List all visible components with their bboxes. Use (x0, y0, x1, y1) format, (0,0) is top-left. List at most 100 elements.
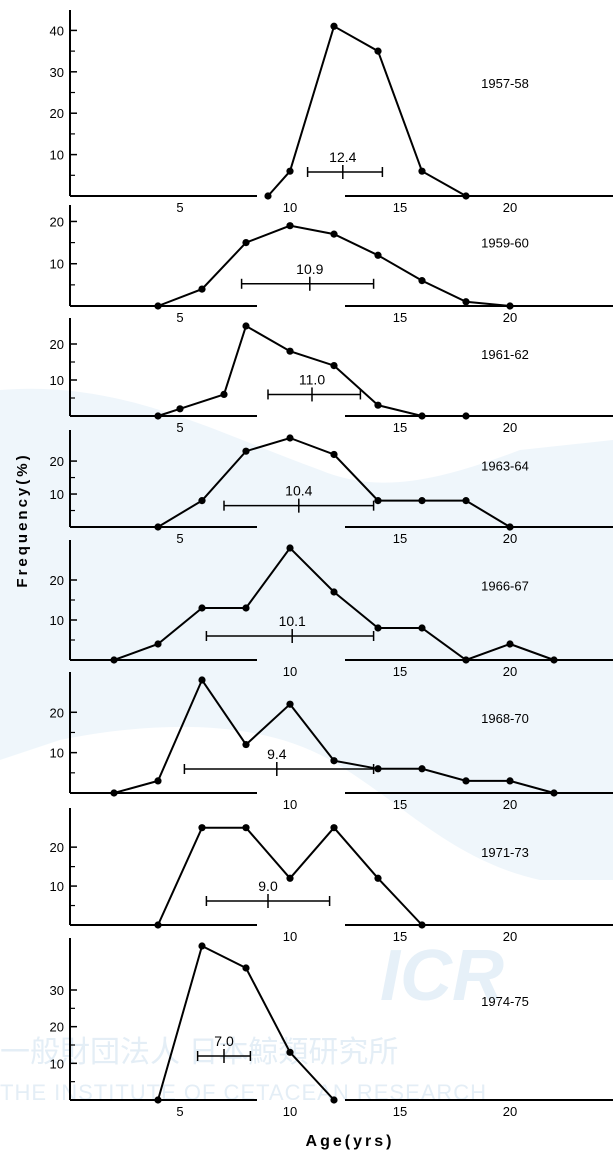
watermark-japanese-text: 一般財団法人 日本鯨類研究所 (0, 1036, 398, 1069)
data-point (374, 497, 382, 505)
data-point (110, 656, 118, 664)
x-tick-label: 15 (393, 929, 407, 944)
data-point (330, 757, 338, 765)
data-point (242, 604, 250, 612)
data-point (242, 447, 250, 455)
y-tick-label: 10 (50, 487, 64, 502)
x-tick-label: 20 (503, 531, 517, 546)
data-point (242, 322, 250, 330)
data-point (374, 251, 382, 259)
data-point (154, 302, 162, 310)
x-tick-label: 5 (176, 200, 183, 215)
x-tick-label: 15 (393, 420, 407, 435)
mean-label: 9.4 (267, 746, 287, 762)
y-tick-label: 10 (50, 746, 64, 761)
period-label: 1966-67 (481, 578, 529, 593)
period-label: 1971-73 (481, 845, 529, 860)
data-point (286, 167, 294, 175)
y-tick-label: 10 (50, 373, 64, 388)
panel-1957-58: 10 20 30 40 5 10 15 20 12.4 1957-58 (50, 10, 613, 215)
x-tick-label: 20 (503, 797, 517, 812)
series-line (157, 224, 511, 307)
data-point (506, 523, 514, 531)
panel-1974-75: 10 20 30 5 10 15 20 7.0 1974-75 (50, 938, 613, 1119)
data-point (286, 1048, 294, 1056)
data-point (110, 789, 118, 797)
x-tick-label: 20 (503, 1104, 517, 1119)
x-tick-label: 15 (393, 797, 407, 812)
data-point (154, 1096, 162, 1104)
y-tick-label: 10 (50, 879, 64, 894)
x-tick-label: 5 (176, 531, 183, 546)
x-tick-label: 20 (503, 664, 517, 679)
mean-label: 10.1 (279, 613, 306, 629)
data-point (506, 640, 514, 648)
mean-label: 11.0 (299, 371, 325, 387)
data-point (242, 238, 250, 247)
mean-label: 12.4 (329, 149, 356, 165)
data-point (286, 544, 294, 552)
y-tick-label: 20 (50, 106, 64, 121)
panel-1959-60: 10 20 5 15 20 10.9 1959-60 (50, 205, 613, 325)
y-axis-label: Frequency(%) (14, 452, 31, 587)
data-point (462, 777, 470, 785)
data-point (506, 777, 514, 785)
panel-1966-67: 10 20 10 15 20 10.1 1966-67 (50, 540, 613, 679)
mean-label: 10.4 (285, 483, 312, 499)
y-tick-label: 20 (50, 705, 64, 720)
y-tick-label: 10 (50, 1056, 64, 1071)
data-point (286, 434, 294, 442)
data-point (330, 588, 338, 596)
data-point (418, 765, 426, 773)
x-tick-label: 15 (393, 664, 407, 679)
data-point (154, 640, 162, 648)
y-tick-label: 10 (50, 613, 64, 628)
data-point (154, 523, 162, 531)
data-point (330, 450, 338, 459)
x-tick-label: 10 (283, 664, 297, 679)
data-point (330, 1096, 338, 1104)
x-tick-label: 20 (503, 310, 517, 325)
panel-1971-73: 10 20 10 15 20 9.0 1971-73 (50, 808, 613, 944)
x-tick-label: 5 (176, 1104, 183, 1119)
data-point (418, 412, 426, 420)
y-tick-label: 40 (50, 23, 64, 38)
data-point (506, 302, 514, 310)
x-tick-label: 5 (176, 420, 183, 435)
y-tick-label: 20 (50, 840, 64, 855)
data-point (374, 624, 382, 632)
data-point (220, 390, 228, 398)
data-point (374, 765, 382, 773)
period-label: 1968-70 (481, 711, 529, 726)
series-line (267, 24, 467, 197)
data-point (154, 412, 162, 420)
x-tick-label: 20 (503, 200, 517, 215)
data-point (154, 777, 162, 785)
y-tick-label: 10 (50, 148, 64, 163)
data-point (330, 230, 338, 238)
x-tick-label: 15 (393, 310, 407, 325)
y-tick-label: 20 (50, 454, 64, 469)
x-axis-label: Age(yrs) (306, 1133, 395, 1150)
data-point (242, 740, 250, 749)
data-point (154, 921, 162, 929)
data-point (374, 401, 382, 409)
data-point (264, 192, 272, 200)
panel-1968-70: 10 20 10 15 20 9.4 1968-70 (50, 672, 613, 812)
data-point (242, 964, 250, 972)
y-tick-label: 20 (50, 214, 64, 229)
data-point (286, 700, 294, 708)
x-tick-label: 15 (393, 531, 407, 546)
y-tick-label: 20 (50, 337, 64, 352)
period-label: 1961-62 (481, 347, 529, 362)
data-point (330, 22, 338, 30)
data-point (550, 789, 558, 797)
x-tick-label: 15 (393, 200, 407, 215)
panel-1963-64: 10 20 5 15 20 10.4 1963-64 (50, 430, 613, 546)
data-point (374, 47, 382, 55)
data-point (418, 921, 426, 929)
mean-label: 9.0 (258, 878, 278, 894)
data-point (198, 285, 206, 293)
